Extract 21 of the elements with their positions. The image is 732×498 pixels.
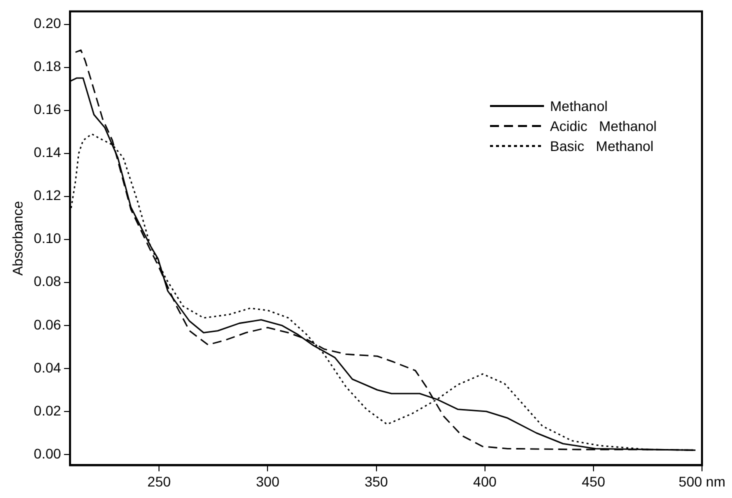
y-tick-label: 0.20: [34, 15, 62, 32]
y-tick-label: 0.00: [34, 445, 62, 462]
legend-label: Basic Methanol: [550, 137, 654, 156]
legend-label: Acidic Methanol: [550, 117, 657, 136]
x-tick-label: 350: [364, 473, 388, 490]
y-tick-label: 0.18: [34, 58, 62, 74]
x-tick-label: 450: [582, 473, 606, 490]
y-tick-label: 0.14: [34, 144, 62, 160]
y-tick-label: 0.04: [34, 359, 62, 376]
x-tick-label: 300: [256, 473, 280, 490]
y-axis-title: Absorbance: [9, 200, 26, 276]
y-tick-label: 0.12: [34, 187, 62, 204]
y-tick-label: 0.08: [34, 273, 62, 290]
x-tick-label: 250: [147, 473, 171, 490]
y-tick-label: 0.02: [34, 402, 62, 418]
y-tick-label: 0.10: [34, 230, 62, 246]
legend-label: Methanol: [550, 97, 608, 116]
x-tick-label: 500 nm: [678, 473, 726, 490]
y-tick-label: 0.16: [34, 101, 62, 118]
x-tick-label: 400: [473, 473, 497, 490]
y-tick-label: 0.06: [34, 316, 62, 332]
